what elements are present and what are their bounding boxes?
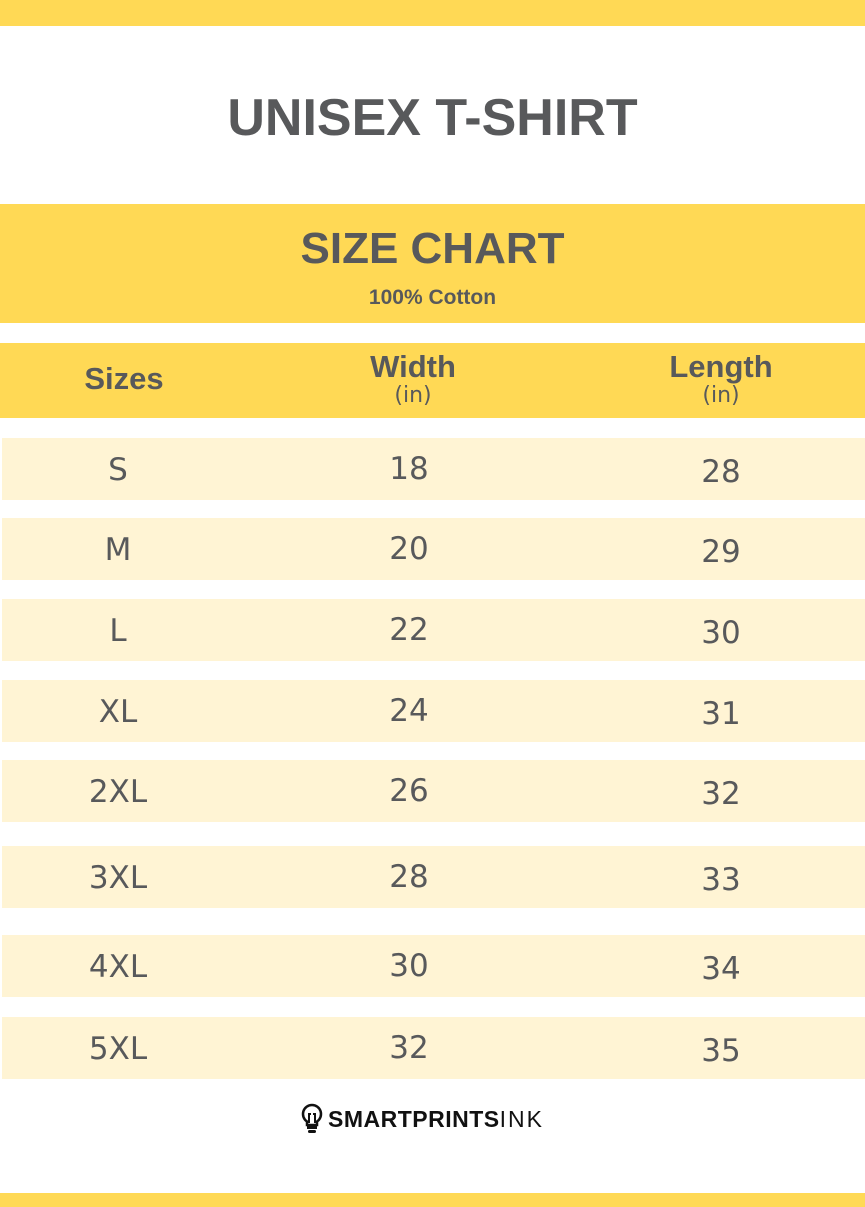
top-bar xyxy=(0,0,865,26)
cell-size: S xyxy=(108,452,128,488)
cell-size: M xyxy=(104,532,132,568)
cell-width: 24 xyxy=(389,693,429,729)
cell-width: 28 xyxy=(389,859,429,895)
cell-width: 32 xyxy=(389,1030,429,1066)
table-row xyxy=(2,599,865,661)
table-row xyxy=(2,518,865,580)
table-row xyxy=(2,680,865,742)
cell-length: 32 xyxy=(701,776,741,812)
cell-size: 3XL xyxy=(88,860,148,896)
size-chart-heading: SIZE CHART xyxy=(300,224,565,273)
logo-text-bold: SMARTPRINTS xyxy=(328,1105,500,1132)
cell-size: 5XL xyxy=(88,1031,148,1067)
cell-length: 31 xyxy=(701,696,741,732)
cell-size: XL xyxy=(98,694,138,730)
cell-width: 22 xyxy=(389,612,429,648)
material-label: 100% Cotton xyxy=(368,286,497,309)
lightbulb-icon xyxy=(301,1103,323,1133)
table-row xyxy=(2,438,865,500)
cell-width: 26 xyxy=(389,773,429,809)
cell-size: L xyxy=(109,613,127,649)
cell-length: 30 xyxy=(701,615,741,651)
table-row xyxy=(2,1017,865,1079)
page-title: UNISEX T-SHIRT xyxy=(227,89,638,147)
cell-width: 20 xyxy=(389,531,429,567)
cell-length: 29 xyxy=(701,534,741,570)
header-width: Width (in) xyxy=(370,349,456,408)
bottom-bar xyxy=(0,1193,865,1207)
cell-width: 30 xyxy=(389,948,429,984)
header-length: Length (in) xyxy=(669,349,773,408)
cell-length: 35 xyxy=(701,1033,741,1069)
size-chart-banner xyxy=(0,204,865,323)
header-sizes: Sizes xyxy=(84,361,164,396)
cell-length: 33 xyxy=(701,862,741,898)
table-row xyxy=(2,846,865,908)
logo-text-light: INK xyxy=(499,1105,544,1132)
brand-logo: SMARTPRINTS INK xyxy=(300,1103,544,1135)
table-row xyxy=(2,935,865,997)
cell-size: 4XL xyxy=(88,949,148,985)
table-header xyxy=(0,343,865,418)
cell-length: 34 xyxy=(701,951,741,987)
cell-length: 28 xyxy=(701,454,741,490)
table-row xyxy=(2,760,865,822)
cell-width: 18 xyxy=(389,451,429,487)
cell-size: 2XL xyxy=(88,774,148,810)
